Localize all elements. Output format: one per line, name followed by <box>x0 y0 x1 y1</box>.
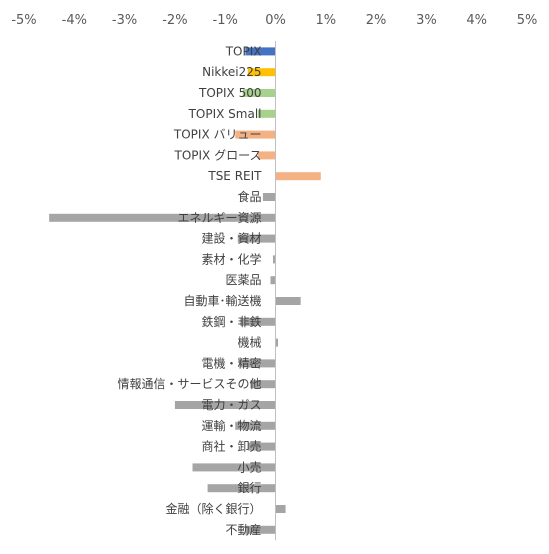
bar <box>275 338 279 347</box>
x-tick-label: -5% <box>11 13 36 28</box>
category-label: TOPIX 500 <box>198 86 262 100</box>
x-tick-label: 0% <box>265 13 286 28</box>
bar <box>257 151 276 160</box>
x-tick-label: 2% <box>366 13 387 28</box>
category-label: 金融（除く銀行） <box>165 501 261 516</box>
category-label: TOPIX バリュー <box>173 128 262 142</box>
category-label: 自動車･輸送機 <box>183 293 261 308</box>
bar <box>192 463 276 472</box>
bars <box>49 47 321 534</box>
category-label: 電力・ガス <box>201 398 261 412</box>
category-label: 情報通信・サービスその他 <box>117 377 261 391</box>
x-tick-label: 1% <box>315 13 336 28</box>
bar <box>245 525 276 534</box>
x-tick-label: -3% <box>112 13 137 28</box>
category-label: TOPIX グロース <box>174 148 262 162</box>
x-tick-label: 5% <box>517 13 538 28</box>
bar <box>257 109 276 118</box>
x-tick-label: -4% <box>62 13 87 28</box>
bar <box>207 484 276 493</box>
bar <box>240 359 276 368</box>
category-label: 不動産 <box>225 522 261 537</box>
category-label: 機械 <box>237 335 261 350</box>
category-label: 銀行 <box>237 481 261 495</box>
category-labels: TOPIX Nikkei225 TOPIX 500 TOPIX Small TOPIX … <box>117 44 262 536</box>
bar <box>235 130 276 139</box>
bar <box>235 421 276 430</box>
bar <box>247 442 276 451</box>
category-label: 医薬品 <box>225 273 261 287</box>
bar <box>242 89 276 97</box>
category-label: 小売 <box>237 459 261 474</box>
category-label: TSE REIT <box>207 169 262 183</box>
x-tick-label: -2% <box>162 13 187 28</box>
x-tick-label: 3% <box>416 13 437 28</box>
category-label: 建設・資材 <box>201 231 261 246</box>
bar <box>250 380 276 389</box>
bar <box>245 47 276 56</box>
bar <box>275 172 321 181</box>
category-label: Nikkei225 <box>202 65 261 79</box>
bar <box>237 234 276 243</box>
bar <box>275 505 286 513</box>
category-label: 鉄鋼・非鉄 <box>201 314 261 329</box>
category-label: TOPIX <box>225 44 262 58</box>
x-axis-ticks: -5% -4% -3% -2% -1% 0% 1% 2% 3% 4% 5% <box>11 13 537 28</box>
category-label: 素材・化学 <box>201 251 261 266</box>
bar <box>240 317 276 326</box>
category-label: エネルギー資源 <box>177 211 261 225</box>
category-label: 食品 <box>237 189 261 204</box>
bar <box>272 255 276 264</box>
bar <box>262 193 276 201</box>
bar <box>49 213 276 222</box>
bar <box>174 401 276 409</box>
x-tick-label: -1% <box>213 13 238 28</box>
category-label: TOPIX Small <box>188 107 262 121</box>
bar <box>275 297 301 305</box>
x-tick-label: 4% <box>466 13 487 28</box>
bar <box>247 68 276 77</box>
bar <box>270 276 276 285</box>
category-label: 電機・精密 <box>201 355 261 370</box>
category-label: 運輸・物流 <box>201 418 261 433</box>
category-label: 商社・卸売 <box>201 439 261 454</box>
